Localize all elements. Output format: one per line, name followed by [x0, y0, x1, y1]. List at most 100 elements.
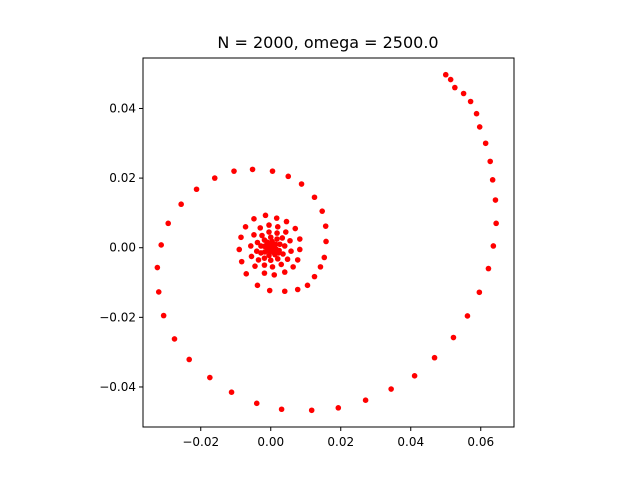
- data-point: [178, 201, 184, 208]
- data-point: [266, 287, 273, 294]
- data-point: [447, 76, 454, 83]
- data-point: [261, 270, 268, 276]
- data-point: [253, 400, 260, 407]
- data-point: [460, 90, 467, 97]
- y-tick-label: 0.02: [109, 171, 136, 185]
- data-point: [271, 244, 278, 251]
- data-point: [160, 312, 167, 319]
- data-point: [261, 262, 268, 268]
- data-point: [473, 110, 480, 117]
- data-point: [193, 186, 200, 193]
- x-tick-label: −0.02: [182, 435, 219, 449]
- data-point: [490, 243, 497, 249]
- data-point: [319, 208, 326, 214]
- data-point: [288, 248, 294, 254]
- data-point: [269, 168, 276, 174]
- y-axis: −0.04 −0.02 0.00 0.02 0.04: [99, 101, 143, 394]
- data-point: [248, 253, 255, 260]
- data-point: [431, 354, 438, 361]
- data-point: [211, 175, 218, 181]
- data-point: [298, 181, 305, 187]
- data-point: [442, 71, 449, 78]
- data-point: [322, 223, 329, 229]
- data-point: [311, 273, 318, 280]
- data-point: [450, 334, 457, 341]
- data-point: [278, 406, 285, 413]
- data-point: [254, 239, 261, 246]
- data-point: [271, 272, 278, 278]
- data-point: [492, 197, 499, 203]
- data-point: [155, 289, 162, 295]
- chart-title: N = 2000, omega = 2500.0: [217, 33, 438, 52]
- data-point: [279, 235, 286, 241]
- data-point: [243, 271, 250, 277]
- points-layer: [154, 71, 499, 414]
- x-tick-label: 0.02: [327, 435, 354, 449]
- data-point: [297, 246, 303, 253]
- data-point: [283, 229, 289, 235]
- x-tick-label: 0.00: [257, 435, 284, 449]
- data-point: [467, 98, 474, 105]
- x-tick-label: 0.06: [467, 435, 494, 449]
- data-point: [482, 140, 489, 147]
- data-point: [249, 166, 256, 173]
- data-point: [259, 232, 265, 239]
- data-point: [362, 397, 369, 404]
- data-point: [321, 254, 328, 261]
- x-tick-label: 0.04: [397, 435, 424, 449]
- data-point: [287, 237, 293, 244]
- data-point: [263, 242, 270, 248]
- data-point: [311, 194, 318, 201]
- data-point: [274, 224, 281, 230]
- data-point: [493, 220, 499, 227]
- data-point: [294, 257, 301, 263]
- data-point: [275, 250, 282, 256]
- data-point: [411, 373, 418, 379]
- data-point: [158, 242, 164, 248]
- data-point: [464, 313, 471, 319]
- data-point: [266, 222, 272, 228]
- x-axis: −0.02 0.00 0.02 0.04 0.06: [182, 427, 494, 449]
- data-point: [284, 256, 291, 263]
- data-point: [251, 232, 257, 238]
- data-point: [290, 264, 296, 270]
- data-point: [283, 218, 290, 225]
- data-point: [489, 177, 496, 183]
- data-point: [238, 258, 245, 265]
- data-point: [476, 124, 483, 130]
- data-point: [255, 257, 262, 263]
- data-point: [292, 225, 299, 232]
- data-point: [207, 374, 213, 381]
- data-point: [253, 248, 260, 254]
- data-point: [297, 236, 303, 242]
- data-point: [452, 84, 458, 91]
- data-point: [257, 225, 264, 231]
- data-point: [236, 246, 243, 253]
- data-point: [267, 257, 274, 264]
- data-point: [273, 215, 280, 221]
- data-point: [317, 264, 324, 270]
- data-point: [335, 405, 342, 411]
- data-point: [294, 286, 301, 293]
- data-point: [274, 236, 280, 242]
- data-point: [274, 256, 281, 262]
- data-point: [238, 234, 244, 241]
- data-point: [323, 238, 329, 245]
- data-point: [285, 173, 292, 180]
- data-point: [487, 158, 494, 165]
- data-point: [280, 251, 286, 257]
- data-point: [254, 282, 261, 289]
- data-point: [228, 389, 235, 395]
- data-point: [165, 220, 171, 227]
- data-point: [485, 265, 492, 272]
- data-point: [304, 282, 311, 289]
- data-point: [252, 263, 258, 269]
- y-tick-label: 0.00: [109, 241, 136, 255]
- data-point: [171, 336, 178, 342]
- data-point: [281, 269, 288, 275]
- data-point: [388, 386, 394, 392]
- data-point: [277, 241, 283, 248]
- data-point: [154, 264, 161, 271]
- data-point: [242, 224, 249, 230]
